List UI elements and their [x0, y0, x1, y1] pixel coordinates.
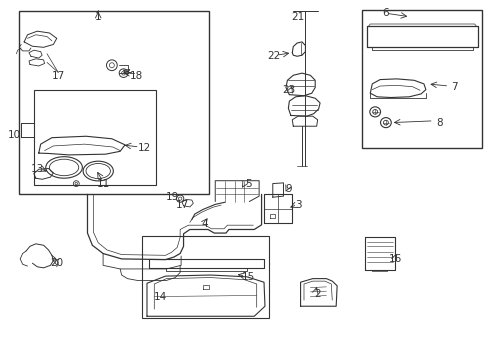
Bar — [361, 10, 482, 148]
Text: 6: 6 — [382, 8, 388, 18]
Text: 2: 2 — [314, 289, 320, 299]
Text: 4: 4 — [201, 219, 207, 229]
Bar — [19, 12, 209, 194]
Text: 19: 19 — [166, 192, 179, 202]
Text: 13: 13 — [31, 164, 44, 174]
Text: 7: 7 — [450, 82, 457, 92]
Text: 18: 18 — [129, 71, 142, 81]
Text: 11: 11 — [96, 179, 109, 189]
Text: 16: 16 — [388, 254, 402, 264]
Text: 22: 22 — [266, 51, 280, 61]
Text: 17: 17 — [175, 200, 188, 210]
Text: 8: 8 — [435, 118, 442, 128]
Text: 5: 5 — [244, 179, 251, 189]
Text: 20: 20 — [50, 258, 63, 268]
Text: 15: 15 — [241, 272, 255, 282]
Text: 3: 3 — [294, 200, 301, 210]
Text: 14: 14 — [153, 292, 166, 302]
Bar — [34, 90, 156, 185]
Text: 1: 1 — [95, 12, 102, 22]
Text: 9: 9 — [285, 184, 291, 194]
Text: 21: 21 — [291, 12, 304, 22]
Text: 12: 12 — [138, 143, 151, 153]
Text: 17: 17 — [52, 71, 65, 81]
Text: 10: 10 — [8, 130, 21, 140]
Bar — [142, 235, 268, 318]
Text: 23: 23 — [281, 85, 294, 95]
